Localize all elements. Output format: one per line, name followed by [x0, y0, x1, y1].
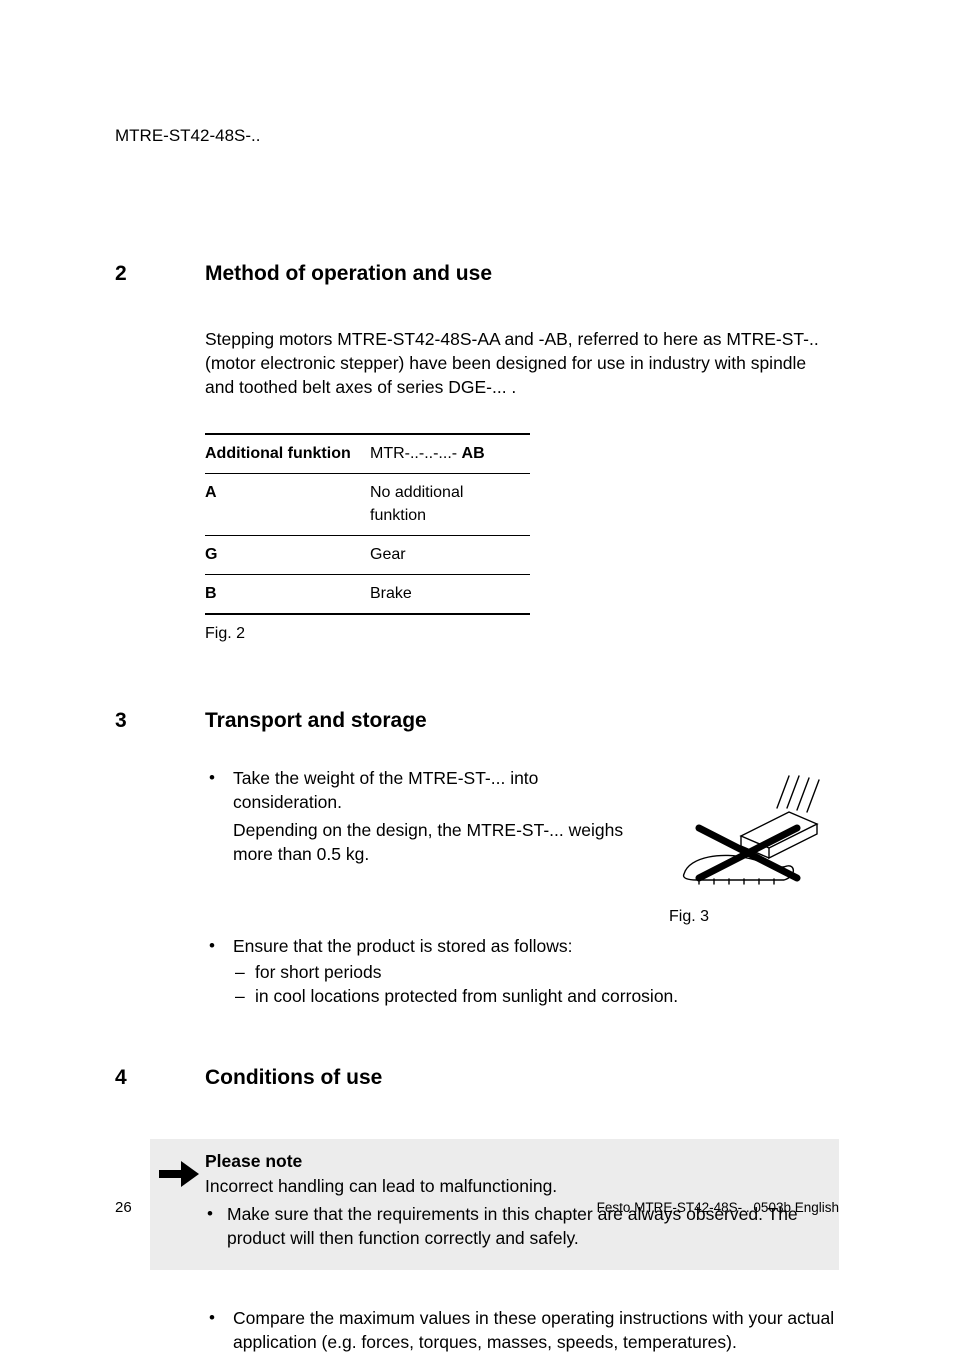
section-2-title: Method of operation and use — [205, 260, 492, 289]
conditions-bullet: Compare the maximum values in these oper… — [205, 1306, 839, 1354]
table-head-right-bold: AB — [462, 445, 485, 462]
table-key: G — [205, 535, 370, 574]
table-val: Brake — [370, 574, 530, 614]
table-row: B Brake — [205, 574, 530, 614]
table-row: A No additional funktion — [205, 474, 530, 535]
table-val: No additional funktion — [370, 474, 530, 535]
section-4-heading: 4 Conditions of use — [115, 1064, 839, 1093]
section-4-number: 4 — [115, 1064, 205, 1093]
table-head-right-pre: MTR-..-..-...- — [370, 445, 462, 462]
section-3-title: Transport and storage — [205, 707, 427, 736]
note-title: Please note — [205, 1149, 821, 1173]
section-3-heading: 3 Transport and storage — [115, 707, 839, 736]
running-header: MTRE-ST42-48S-.. — [115, 124, 260, 147]
page-number: 26 — [115, 1198, 132, 1219]
transport-b1-l2: Depending on the design, the MTRE-ST-...… — [233, 820, 623, 864]
page-footer: 26 Festo MTRE-ST42-48S-.. 0503b English — [115, 1198, 839, 1219]
table-row: G Gear — [205, 535, 530, 574]
fig-2-caption: Fig. 2 — [205, 623, 839, 645]
section-4-title: Conditions of use — [205, 1064, 382, 1093]
additional-funktion-table: Additional funktion MTR-..-..-...- AB A … — [205, 433, 530, 614]
fig-3-caption: Fig. 3 — [669, 906, 839, 928]
transport-b2: Ensure that the product is stored as fol… — [233, 936, 572, 956]
transport-dash-2: in cool locations protected from sunligh… — [233, 984, 839, 1008]
transport-bullet-1: Take the weight of the MTRE-ST-... into … — [205, 766, 645, 867]
table-key: A — [205, 474, 370, 535]
section-2-paragraph: Stepping motors MTRE-ST42-48S-AA and -AB… — [205, 327, 839, 399]
note-line: Incorrect handling can lead to malfuncti… — [205, 1174, 821, 1198]
fig-3-illustration — [669, 766, 834, 896]
section-2-number: 2 — [115, 260, 205, 289]
table-head-left: Additional funktion — [205, 434, 370, 474]
table-head-right: MTR-..-..-...- AB — [370, 434, 530, 474]
table-val: Gear — [370, 535, 530, 574]
section-2-heading: 2 Method of operation and use — [115, 260, 839, 289]
transport-b1-l1: Take the weight of the MTRE-ST-... into … — [233, 768, 538, 812]
transport-bullet-2: Ensure that the product is stored as fol… — [205, 934, 839, 1008]
footer-text: Festo MTRE-ST42-48S-.. 0503b English — [597, 1199, 839, 1218]
table-key: B — [205, 574, 370, 614]
section-3-number: 3 — [115, 707, 205, 736]
transport-dash-1: for short periods — [233, 960, 839, 984]
